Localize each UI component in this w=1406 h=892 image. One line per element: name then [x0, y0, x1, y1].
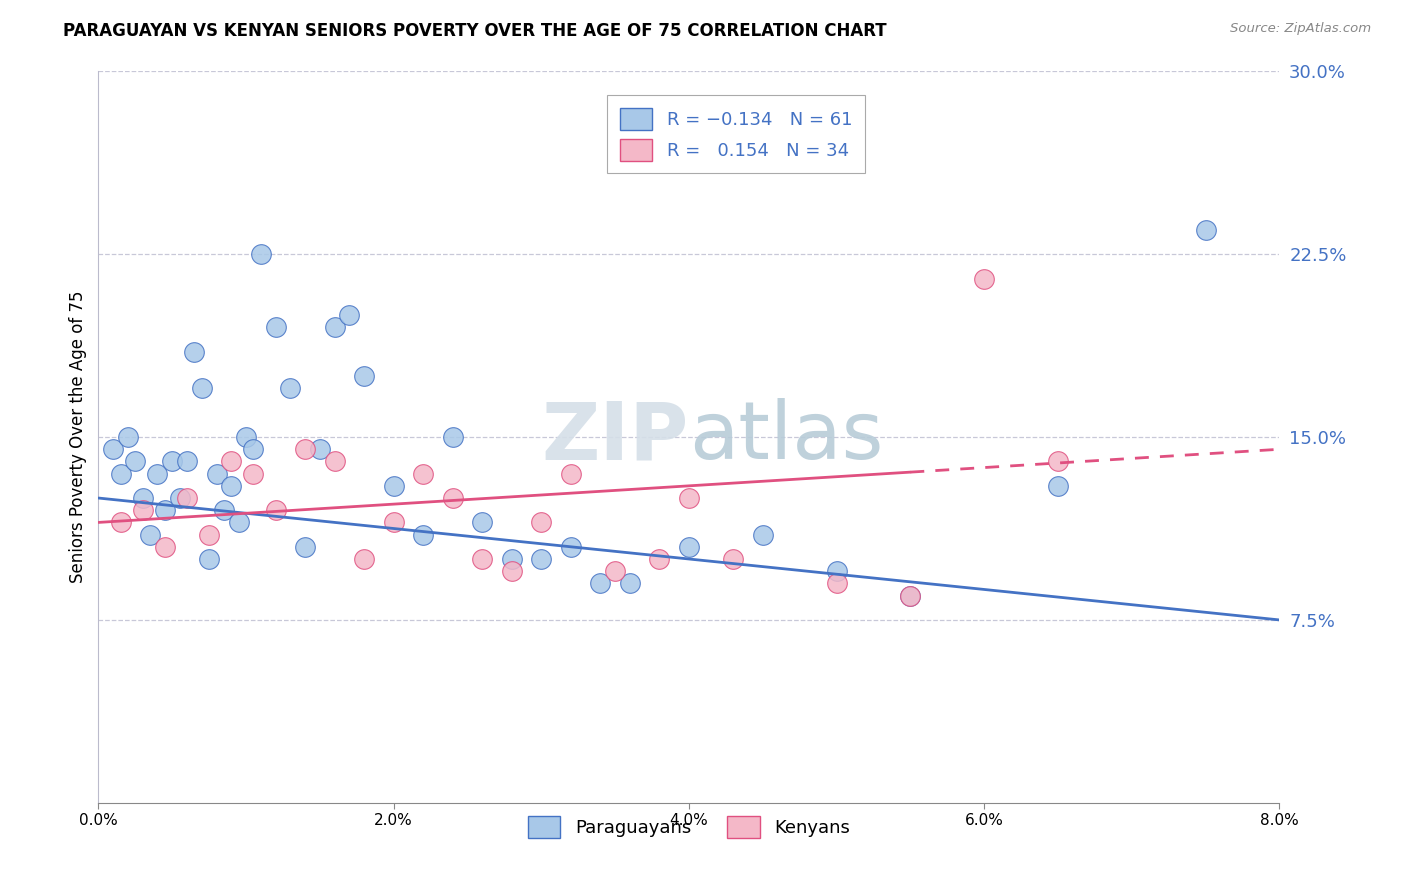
Point — [412, 467, 434, 481]
Point — [900, 589, 922, 603]
Text: ZIP: ZIP — [541, 398, 689, 476]
Point — [176, 491, 198, 505]
Point — [471, 552, 494, 566]
Point — [110, 467, 132, 481]
Point — [139, 527, 162, 541]
Point — [169, 491, 191, 505]
Point — [678, 491, 700, 505]
Point — [250, 247, 273, 261]
Legend: Paraguayans, Kenyans: Paraguayans, Kenyans — [520, 808, 858, 845]
Point — [441, 491, 464, 505]
Point — [117, 430, 139, 444]
Point — [110, 516, 132, 530]
Point — [900, 589, 922, 603]
Point — [530, 552, 553, 566]
Point — [242, 442, 264, 457]
Point — [198, 527, 221, 541]
Point — [294, 540, 316, 554]
Point — [825, 576, 848, 591]
Point — [198, 552, 221, 566]
Point — [619, 576, 641, 591]
Point — [723, 552, 745, 566]
Y-axis label: Seniors Poverty Over the Age of 75: Seniors Poverty Over the Age of 75 — [69, 291, 87, 583]
Point — [1046, 454, 1070, 468]
Point — [280, 381, 302, 395]
Point — [294, 442, 316, 457]
Point — [124, 454, 146, 468]
Point — [235, 430, 257, 444]
Point — [212, 503, 235, 517]
Point — [766, 137, 789, 152]
Point — [471, 516, 494, 530]
Point — [176, 454, 198, 468]
Point — [242, 467, 264, 481]
Point — [221, 479, 243, 493]
Text: atlas: atlas — [689, 398, 883, 476]
Point — [560, 540, 582, 554]
Point — [153, 503, 176, 517]
Point — [353, 552, 375, 566]
Point — [205, 467, 228, 481]
Point — [153, 540, 176, 554]
Point — [678, 540, 700, 554]
Text: PARAGUAYAN VS KENYAN SENIORS POVERTY OVER THE AGE OF 75 CORRELATION CHART: PARAGUAYAN VS KENYAN SENIORS POVERTY OVE… — [63, 22, 887, 40]
Point — [264, 503, 287, 517]
Point — [560, 467, 582, 481]
Text: Source: ZipAtlas.com: Source: ZipAtlas.com — [1230, 22, 1371, 36]
Point — [191, 381, 214, 395]
Point — [264, 320, 287, 334]
Point — [605, 564, 627, 578]
Point — [382, 479, 405, 493]
Point — [132, 503, 155, 517]
Point — [103, 442, 125, 457]
Point — [382, 516, 405, 530]
Point — [530, 516, 553, 530]
Point — [323, 320, 346, 334]
Point — [183, 344, 205, 359]
Point — [412, 527, 434, 541]
Point — [353, 369, 375, 384]
Point — [309, 442, 332, 457]
Point — [323, 454, 346, 468]
Point — [228, 516, 250, 530]
Point — [825, 564, 848, 578]
Point — [501, 564, 523, 578]
Point — [162, 454, 183, 468]
Point — [1195, 223, 1218, 237]
Point — [1046, 479, 1070, 493]
Point — [648, 552, 671, 566]
Point — [146, 467, 169, 481]
Point — [973, 271, 995, 285]
Point — [339, 308, 361, 322]
Point — [589, 576, 612, 591]
Point — [441, 430, 464, 444]
Point — [221, 454, 243, 468]
Point — [132, 491, 155, 505]
Point — [501, 552, 523, 566]
Point — [752, 527, 775, 541]
